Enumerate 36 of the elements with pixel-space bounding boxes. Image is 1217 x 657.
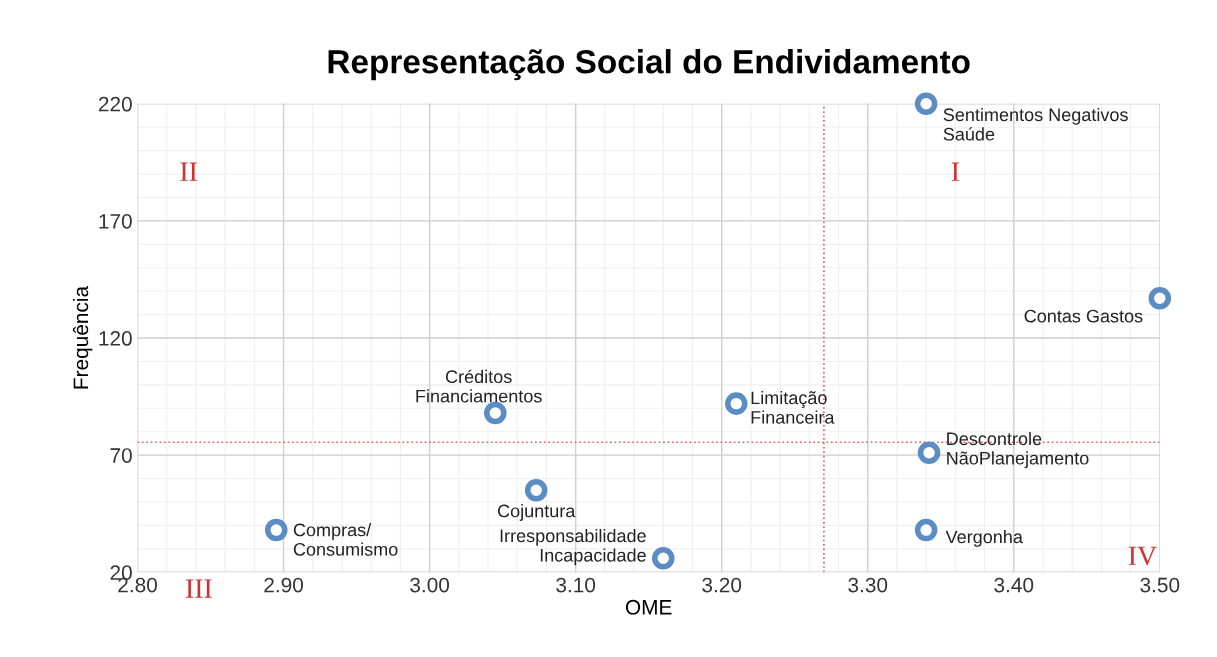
x-tick-label: 2.90 <box>264 577 304 593</box>
text: III <box>185 579 212 598</box>
point <box>917 441 941 465</box>
annotation: Limitação Financeira <box>751 390 835 424</box>
annotation: Cojuntura <box>497 504 576 521</box>
point <box>651 546 675 570</box>
annotation: Créditos Financiamentos <box>416 369 542 403</box>
y-axis-title: Frequência <box>72 285 93 389</box>
point <box>914 518 938 542</box>
point <box>725 392 748 415</box>
y-tick-label: 70 <box>110 448 132 463</box>
annotation: Contas Gastos <box>1024 309 1143 323</box>
annotation: Compras/ Consumismo <box>293 523 398 556</box>
annotation: Descontrole NãoPlanejamento <box>947 431 1089 469</box>
annotation: IV <box>1128 546 1157 566</box>
annotation: Vergonha <box>945 530 1023 547</box>
y-tick-label: 220 <box>98 96 132 112</box>
annotation: I <box>951 162 959 181</box>
point <box>1148 286 1172 310</box>
y-tick-label: 170 <box>99 213 132 229</box>
annotation: Irresponsabilidade Incapacidade <box>500 528 646 566</box>
y-tick-label: 120 <box>99 331 132 346</box>
x-tick-label: 3.50 <box>1140 577 1180 593</box>
x-axis-title: OME <box>625 599 672 615</box>
point <box>914 92 938 116</box>
x-tick-label: 3.10 <box>556 577 596 593</box>
point <box>484 401 507 425</box>
point <box>264 518 288 542</box>
x-tick-label: 3.00 <box>410 577 450 593</box>
annotation: Sentimentos Negativos Saúde <box>943 107 1128 141</box>
x-tick-label: 3.20 <box>702 577 742 593</box>
point <box>524 478 548 502</box>
x-tick-label: 3.40 <box>994 577 1034 593</box>
chart-title: Representação Social do Endividamento <box>328 49 970 81</box>
x-tick-label: 3.30 <box>848 577 888 593</box>
annotation: II <box>180 162 197 181</box>
